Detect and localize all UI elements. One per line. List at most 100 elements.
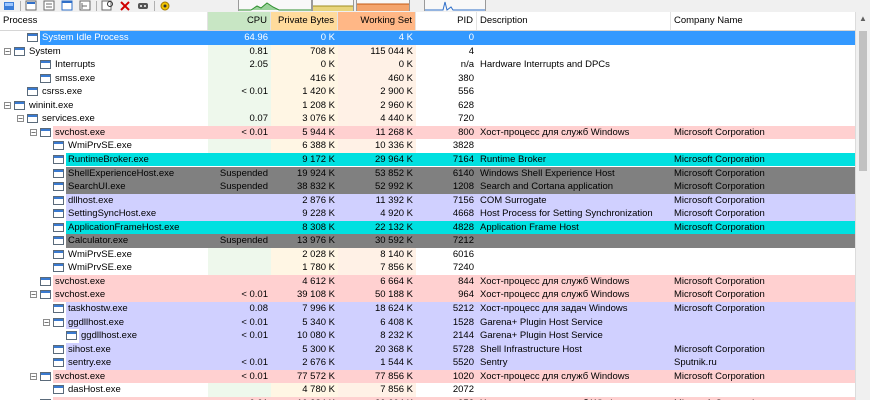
window-icon[interactable] xyxy=(60,0,76,11)
process-name-cell: WmiPrvSE.exe xyxy=(0,139,208,153)
options-icon[interactable] xyxy=(136,0,152,11)
process-name: sentry.exe xyxy=(68,357,112,369)
process-name-cell: svchost.exe xyxy=(0,274,208,289)
column-company-name[interactable]: Company Name xyxy=(671,12,856,30)
kill-icon[interactable] xyxy=(118,0,134,11)
working-set-cell: 4 K xyxy=(338,31,416,45)
column-description[interactable]: Description xyxy=(477,12,671,30)
working-set-cell: 6 664 K xyxy=(338,274,416,289)
process-row[interactable]: SearchUI.exe Suspended 38 832 K 52 992 K 120… xyxy=(0,180,856,194)
working-set-cell: 11 392 K xyxy=(338,193,416,208)
vertical-scrollbar[interactable]: ▲ xyxy=(855,12,870,400)
private-bytes-cell: 2 028 K xyxy=(271,247,338,262)
pid-cell: 7164 xyxy=(416,152,477,167)
refresh-icon[interactable] xyxy=(2,0,18,11)
company-cell xyxy=(671,248,856,262)
cpu-cell xyxy=(208,383,271,397)
process-row[interactable]: RuntimeBroker.exe 9 172 K 29 964 K 7164 Runt… xyxy=(0,152,856,167)
process-row[interactable]: − svchost.exe < 0.01 39 108 K 50 188 K 964 Хос… xyxy=(0,288,856,302)
scroll-up-icon[interactable]: ▲ xyxy=(859,14,867,23)
process-name-cell: RuntimeBroker.exe xyxy=(0,152,208,167)
scrollbar-thumb[interactable] xyxy=(859,31,867,171)
pid-cell: 2144 xyxy=(416,329,477,343)
company-cell: Microsoft Corporation xyxy=(671,302,856,316)
commit-graph[interactable] xyxy=(312,0,354,11)
process-name: System xyxy=(29,45,61,57)
io-graph[interactable] xyxy=(424,0,486,11)
process-icon xyxy=(53,236,64,246)
pid-cell: 7240 xyxy=(452,262,474,274)
company-cell: Microsoft Corporation xyxy=(671,369,856,384)
process-name-cell: Interrupts xyxy=(0,58,208,72)
process-row[interactable]: − svchost.exe < 0.01 5 944 K 11 268 K 800 Хост… xyxy=(0,125,856,140)
process-name-cell: dasHost.exe xyxy=(0,383,208,397)
cpu-icon[interactable] xyxy=(158,0,174,11)
description-cell xyxy=(477,85,671,99)
cpu-cell: < 0.01 xyxy=(208,369,271,384)
process-icon[interactable] xyxy=(24,0,40,11)
process-row[interactable]: − svchost.exe < 0.01 77 572 K 77 856 K 1020 Хо… xyxy=(0,369,856,384)
working-set-cell: 8 140 K xyxy=(338,247,416,262)
toolbar-separator xyxy=(154,1,155,11)
process-row[interactable]: taskhostw.exe 0.08 7 996 K 18 624 K 5212 Хост… xyxy=(0,302,856,316)
cpu-cell xyxy=(208,342,271,357)
pid-cell: 1528 xyxy=(416,315,477,330)
column-working-set[interactable]: Working Set xyxy=(338,12,416,30)
process-row[interactable]: smss.exe 416 K 460 K 380 xyxy=(0,71,856,86)
process-row[interactable]: ShellExperienceHost.exe Suspended 19 924 K… xyxy=(0,166,856,181)
company-cell xyxy=(671,315,856,330)
tree-collapse-toggle-icon[interactable]: − xyxy=(43,317,50,327)
tree-collapse-toggle-icon[interactable]: − xyxy=(17,114,24,124)
working-set-cell: 20 368 K xyxy=(338,342,416,357)
working-set-cell: 53 852 K xyxy=(338,166,416,181)
find-icon[interactable] xyxy=(100,0,116,11)
properties-icon[interactable] xyxy=(42,0,58,11)
company-cell xyxy=(671,329,856,343)
process-name: SettingSyncHost.exe xyxy=(68,208,157,220)
description-cell: Runtime Broker xyxy=(477,152,671,167)
column-pid[interactable]: PID xyxy=(416,12,477,30)
cpu-usage-graph[interactable] xyxy=(238,0,312,11)
process-name: svchost.exe xyxy=(55,126,106,138)
working-set-cell: 29 964 K xyxy=(338,152,416,167)
column-process[interactable]: Process xyxy=(0,12,208,30)
process-name-cell: SettingSyncHost.exe xyxy=(0,207,208,221)
process-name-cell: dllhost.exe xyxy=(0,193,208,208)
process-row[interactable]: sihost.exe 5 300 K 20 368 K 5728 Shell Infra… xyxy=(0,342,856,357)
process-row[interactable]: − System 0.81 708 K 115 044 K 4 xyxy=(0,44,856,59)
tree-collapse-toggle-icon[interactable]: − xyxy=(4,46,11,56)
physical-memory-graph[interactable] xyxy=(356,0,410,11)
private-bytes-cell: 9 228 K xyxy=(271,207,338,221)
column-private-bytes[interactable]: Private Bytes xyxy=(271,12,338,30)
process-name-cell: taskhostw.exe xyxy=(0,302,208,316)
process-row[interactable]: dllhost.exe 2 876 K 11 392 K 7156 COM Surrog… xyxy=(0,193,856,208)
process-icon xyxy=(40,60,51,70)
cpu-cell xyxy=(208,193,271,208)
process-row[interactable]: WmiPrvSE.exe 6 388 K 10 336 K 3828 xyxy=(0,139,856,153)
column-cpu[interactable]: CPU xyxy=(208,12,271,30)
tree-collapse-toggle-icon[interactable]: − xyxy=(4,100,11,110)
tree-collapse-toggle-icon[interactable]: − xyxy=(30,290,37,300)
tree-collapse-toggle-icon[interactable]: − xyxy=(30,127,37,137)
process-icon xyxy=(53,263,64,273)
tree-collapse-toggle-icon[interactable]: − xyxy=(30,371,37,381)
pid-cell: 3828 xyxy=(452,140,474,152)
tree-icon[interactable] xyxy=(78,0,94,11)
working-set-cell: 20 604 K xyxy=(338,396,416,400)
